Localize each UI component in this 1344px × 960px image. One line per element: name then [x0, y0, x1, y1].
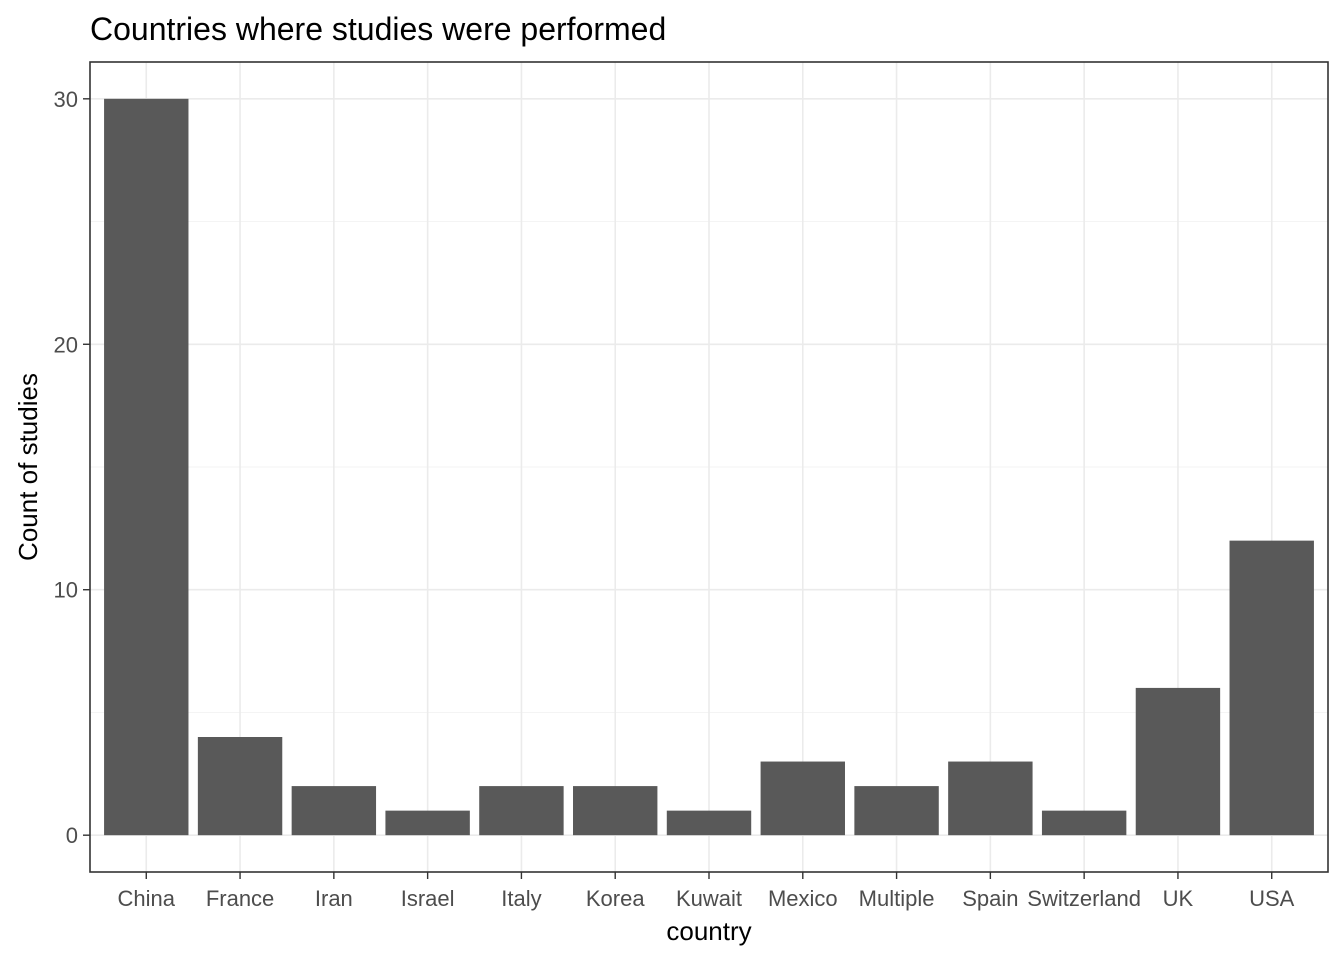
bar-iran — [291, 786, 377, 836]
x-tick-label: Mexico — [768, 886, 838, 911]
x-axis: China France Iran Israel Italy Korea Kuwait Mex… — [118, 872, 1295, 911]
y-axis-title: Count of studies — [13, 373, 43, 561]
y-axis: 0 10 20 30 — [54, 87, 90, 848]
bar-israel — [385, 810, 470, 836]
bar-mexico — [760, 761, 845, 836]
bar-usa — [1229, 540, 1314, 836]
x-tick-label: Kuwait — [676, 886, 742, 911]
x-tick-label: USA — [1249, 886, 1295, 911]
x-tick-label: France — [206, 886, 274, 911]
chart-title: Countries where studies were performed — [90, 11, 666, 47]
bar-italy — [479, 786, 564, 836]
bar-spain — [948, 761, 1033, 836]
x-tick-label: Israel — [401, 886, 455, 911]
grid-lines — [90, 62, 1328, 872]
bar-kuwait — [666, 810, 752, 836]
x-tick-label: Spain — [962, 886, 1018, 911]
y-tick-label: 30 — [54, 87, 78, 112]
y-tick-label: 20 — [54, 332, 78, 357]
x-axis-title: country — [666, 916, 751, 946]
x-tick-label: Iran — [315, 886, 353, 911]
x-tick-label: Multiple — [859, 886, 935, 911]
x-tick-label: Switzerland — [1027, 886, 1141, 911]
x-tick-label: UK — [1163, 886, 1194, 911]
bar-korea — [573, 786, 658, 836]
bar-china — [104, 98, 189, 836]
x-tick-label: Korea — [586, 886, 645, 911]
bar-uk — [1135, 687, 1221, 836]
bar-switzerland — [1041, 810, 1127, 836]
y-tick-label: 0 — [66, 823, 78, 848]
y-tick-label: 10 — [54, 578, 78, 603]
bars — [104, 98, 1314, 836]
bar-france — [197, 737, 283, 836]
bar-multiple — [854, 786, 939, 836]
x-tick-label: China — [118, 886, 176, 911]
x-tick-label: Italy — [501, 886, 541, 911]
